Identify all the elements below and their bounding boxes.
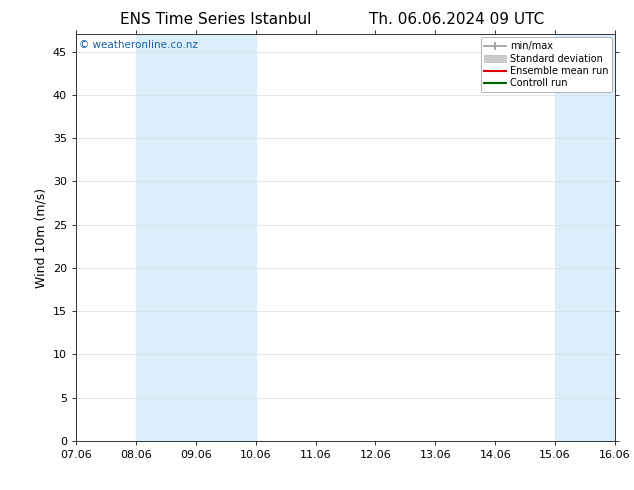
Text: Th. 06.06.2024 09 UTC: Th. 06.06.2024 09 UTC	[369, 12, 544, 27]
Legend: min/max, Standard deviation, Ensemble mean run, Controll run: min/max, Standard deviation, Ensemble me…	[481, 37, 612, 92]
Y-axis label: Wind 10m (m/s): Wind 10m (m/s)	[34, 188, 48, 288]
Bar	[555, 34, 615, 441]
Text: © weatheronline.co.nz: © weatheronline.co.nz	[79, 40, 198, 50]
Bar	[136, 34, 256, 441]
Text: ENS Time Series Istanbul: ENS Time Series Istanbul	[120, 12, 311, 27]
